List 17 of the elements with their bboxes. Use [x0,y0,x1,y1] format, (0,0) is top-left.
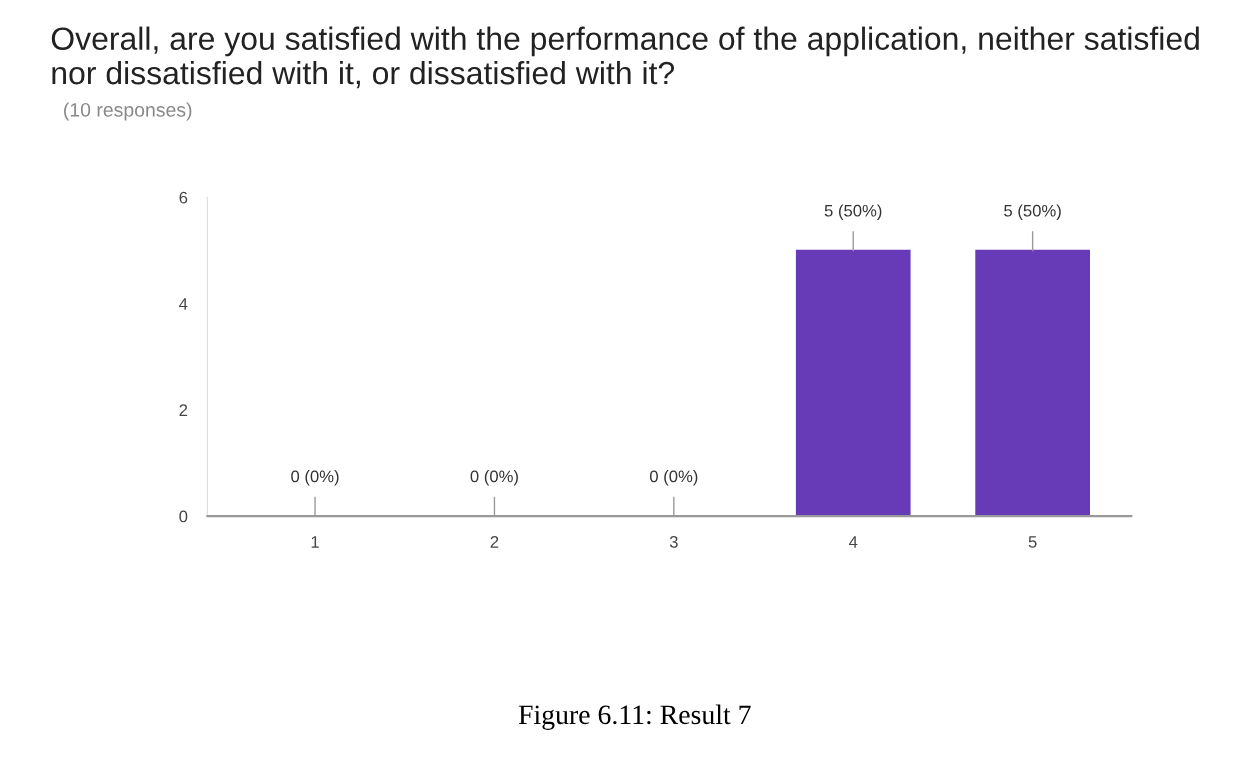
y-tick-label: 4 [179,298,188,310]
chart-title: Overall, are you satisfied with the performance of the application, neither satisfied nor dissatisfied with it, or dissatisfied with it? [51,26,1199,89]
data-label: 5 (50%) [824,204,882,220]
data-label: 0 (0%) [470,470,518,486]
caption: Figure 6.11: Result 7 [518,704,751,730]
data-label: 5 (50%) [1004,204,1061,220]
y-tick-label: 6 [179,191,188,204]
x-tick-label: 4 [848,536,858,548]
y-tick-label: 2 [179,404,188,416]
y-tick-label: 0 [179,510,188,523]
x-tick-label: 5 [1028,536,1037,548]
chart-subtitle: (10 responses) [64,102,192,121]
x-tick-label: 2 [490,536,499,548]
data-label: 0 (0%) [291,470,339,486]
x-tick-label: 3 [669,536,678,548]
data-label: 0 (0%) [649,470,698,486]
x-tick-label: 1 [311,536,319,548]
